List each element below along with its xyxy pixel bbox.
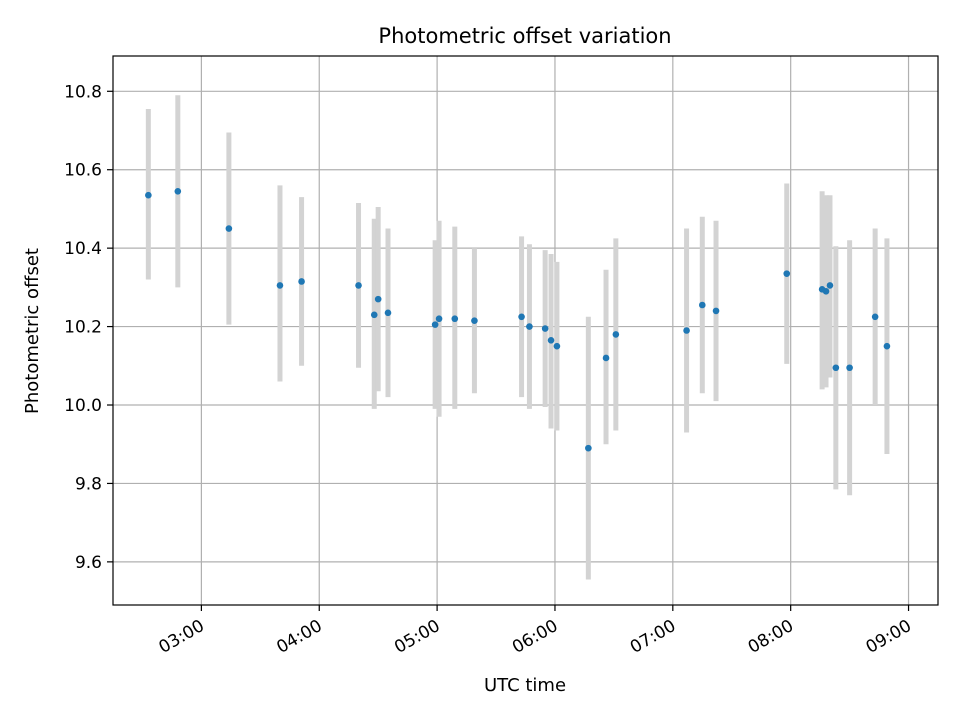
- y-tick-label: 9.6: [75, 553, 102, 573]
- x-axis-title: UTC time: [484, 675, 566, 696]
- y-axis-ticks: 9.6 9.8 10.0 10.2 10.4 10.6 10.8: [64, 82, 113, 573]
- data-point: [174, 187, 182, 195]
- data-point: [602, 354, 610, 362]
- x-tick-label: 08:00: [745, 616, 797, 658]
- data-point: [585, 444, 592, 452]
- data-point: [370, 311, 378, 319]
- data-point: [145, 191, 152, 199]
- data-point: [374, 295, 382, 303]
- data-point: [518, 313, 525, 321]
- data-point: [471, 317, 478, 324]
- data-point: [683, 327, 690, 334]
- data-point: [846, 364, 853, 372]
- point-series: [145, 187, 891, 452]
- data-point: [832, 364, 840, 372]
- data-point: [225, 225, 233, 232]
- x-tick-label: 04:00: [273, 616, 325, 658]
- x-tick-label: 07:00: [627, 616, 679, 658]
- data-point: [451, 315, 459, 323]
- data-point: [384, 309, 392, 317]
- y-tick-label: 10.6: [64, 161, 102, 181]
- y-tick-label: 10.0: [64, 396, 102, 416]
- data-point: [883, 342, 891, 350]
- errorbar-series: [145, 95, 890, 580]
- data-point: [698, 301, 706, 309]
- data-point: [431, 321, 439, 328]
- grid: [113, 56, 938, 605]
- data-point: [276, 282, 284, 289]
- data-point: [612, 331, 620, 338]
- data-point: [547, 337, 555, 344]
- data-point: [526, 323, 533, 330]
- data-point: [871, 313, 879, 321]
- x-tick-label: 03:00: [155, 616, 207, 658]
- data-point: [826, 282, 834, 289]
- data-point: [783, 270, 791, 277]
- y-tick-label: 10.4: [64, 239, 102, 259]
- data-point: [435, 315, 443, 323]
- x-axis-ticks: 03:00 04:00 05:00 06:00 07:00 08:00 09:00: [155, 605, 915, 658]
- data-point: [712, 307, 720, 315]
- chart-title: Photometric offset variation: [378, 24, 671, 48]
- y-tick-label: 10.2: [64, 318, 102, 338]
- y-tick-label: 9.8: [75, 474, 102, 494]
- y-axis-title: Photometric offset: [22, 248, 43, 414]
- data-point: [553, 342, 561, 350]
- plot-frame: [112, 55, 939, 606]
- x-tick-label: 09:00: [863, 616, 915, 658]
- data-point: [822, 287, 830, 295]
- data-point: [541, 325, 549, 332]
- data-point: [355, 282, 362, 289]
- y-tick-label: 10.8: [64, 82, 102, 102]
- x-tick-label: 06:00: [509, 616, 561, 658]
- data-point: [298, 278, 305, 285]
- x-tick-label: 05:00: [391, 616, 443, 658]
